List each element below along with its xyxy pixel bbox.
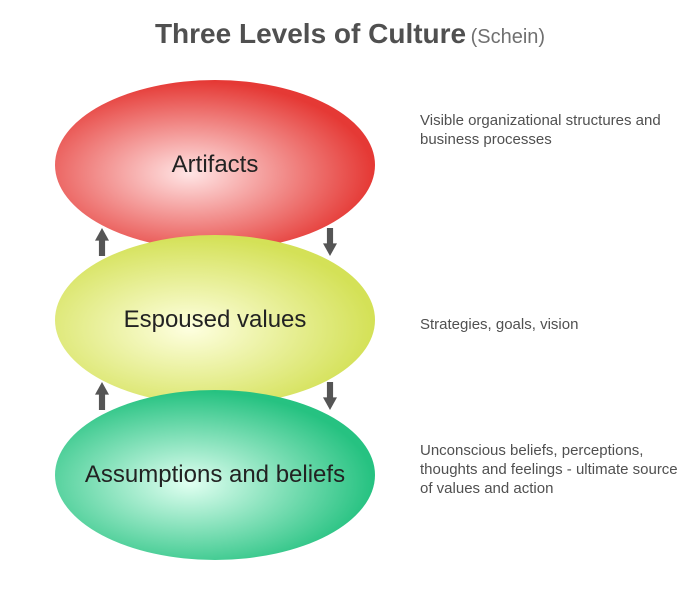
- title-main: Three Levels of Culture: [155, 18, 466, 49]
- level-espoused-label: Espoused values: [104, 306, 327, 334]
- level-assumptions-ellipse: Assumptions and beliefs: [55, 390, 375, 560]
- title-sub: (Schein): [471, 26, 545, 48]
- level-artifacts-label: Artifacts: [152, 151, 279, 179]
- level-assumptions-desc: Unconscious beliefs, perceptions, though…: [420, 442, 680, 498]
- level-espoused-desc: Strategies, goals, vision: [420, 316, 680, 335]
- level-artifacts-desc: Visible organizational structures and bu…: [420, 112, 680, 150]
- arrow-up-icon: [95, 228, 109, 256]
- level-artifacts-ellipse: Artifacts: [55, 80, 375, 250]
- arrow-up-icon: [95, 382, 109, 410]
- diagram-title: Three Levels of Culture (Schein): [0, 18, 700, 50]
- level-assumptions-label: Assumptions and beliefs: [65, 461, 365, 489]
- arrow-down-icon: [323, 382, 337, 410]
- arrow-down-icon: [323, 228, 337, 256]
- level-espoused-ellipse: Espoused values: [55, 235, 375, 405]
